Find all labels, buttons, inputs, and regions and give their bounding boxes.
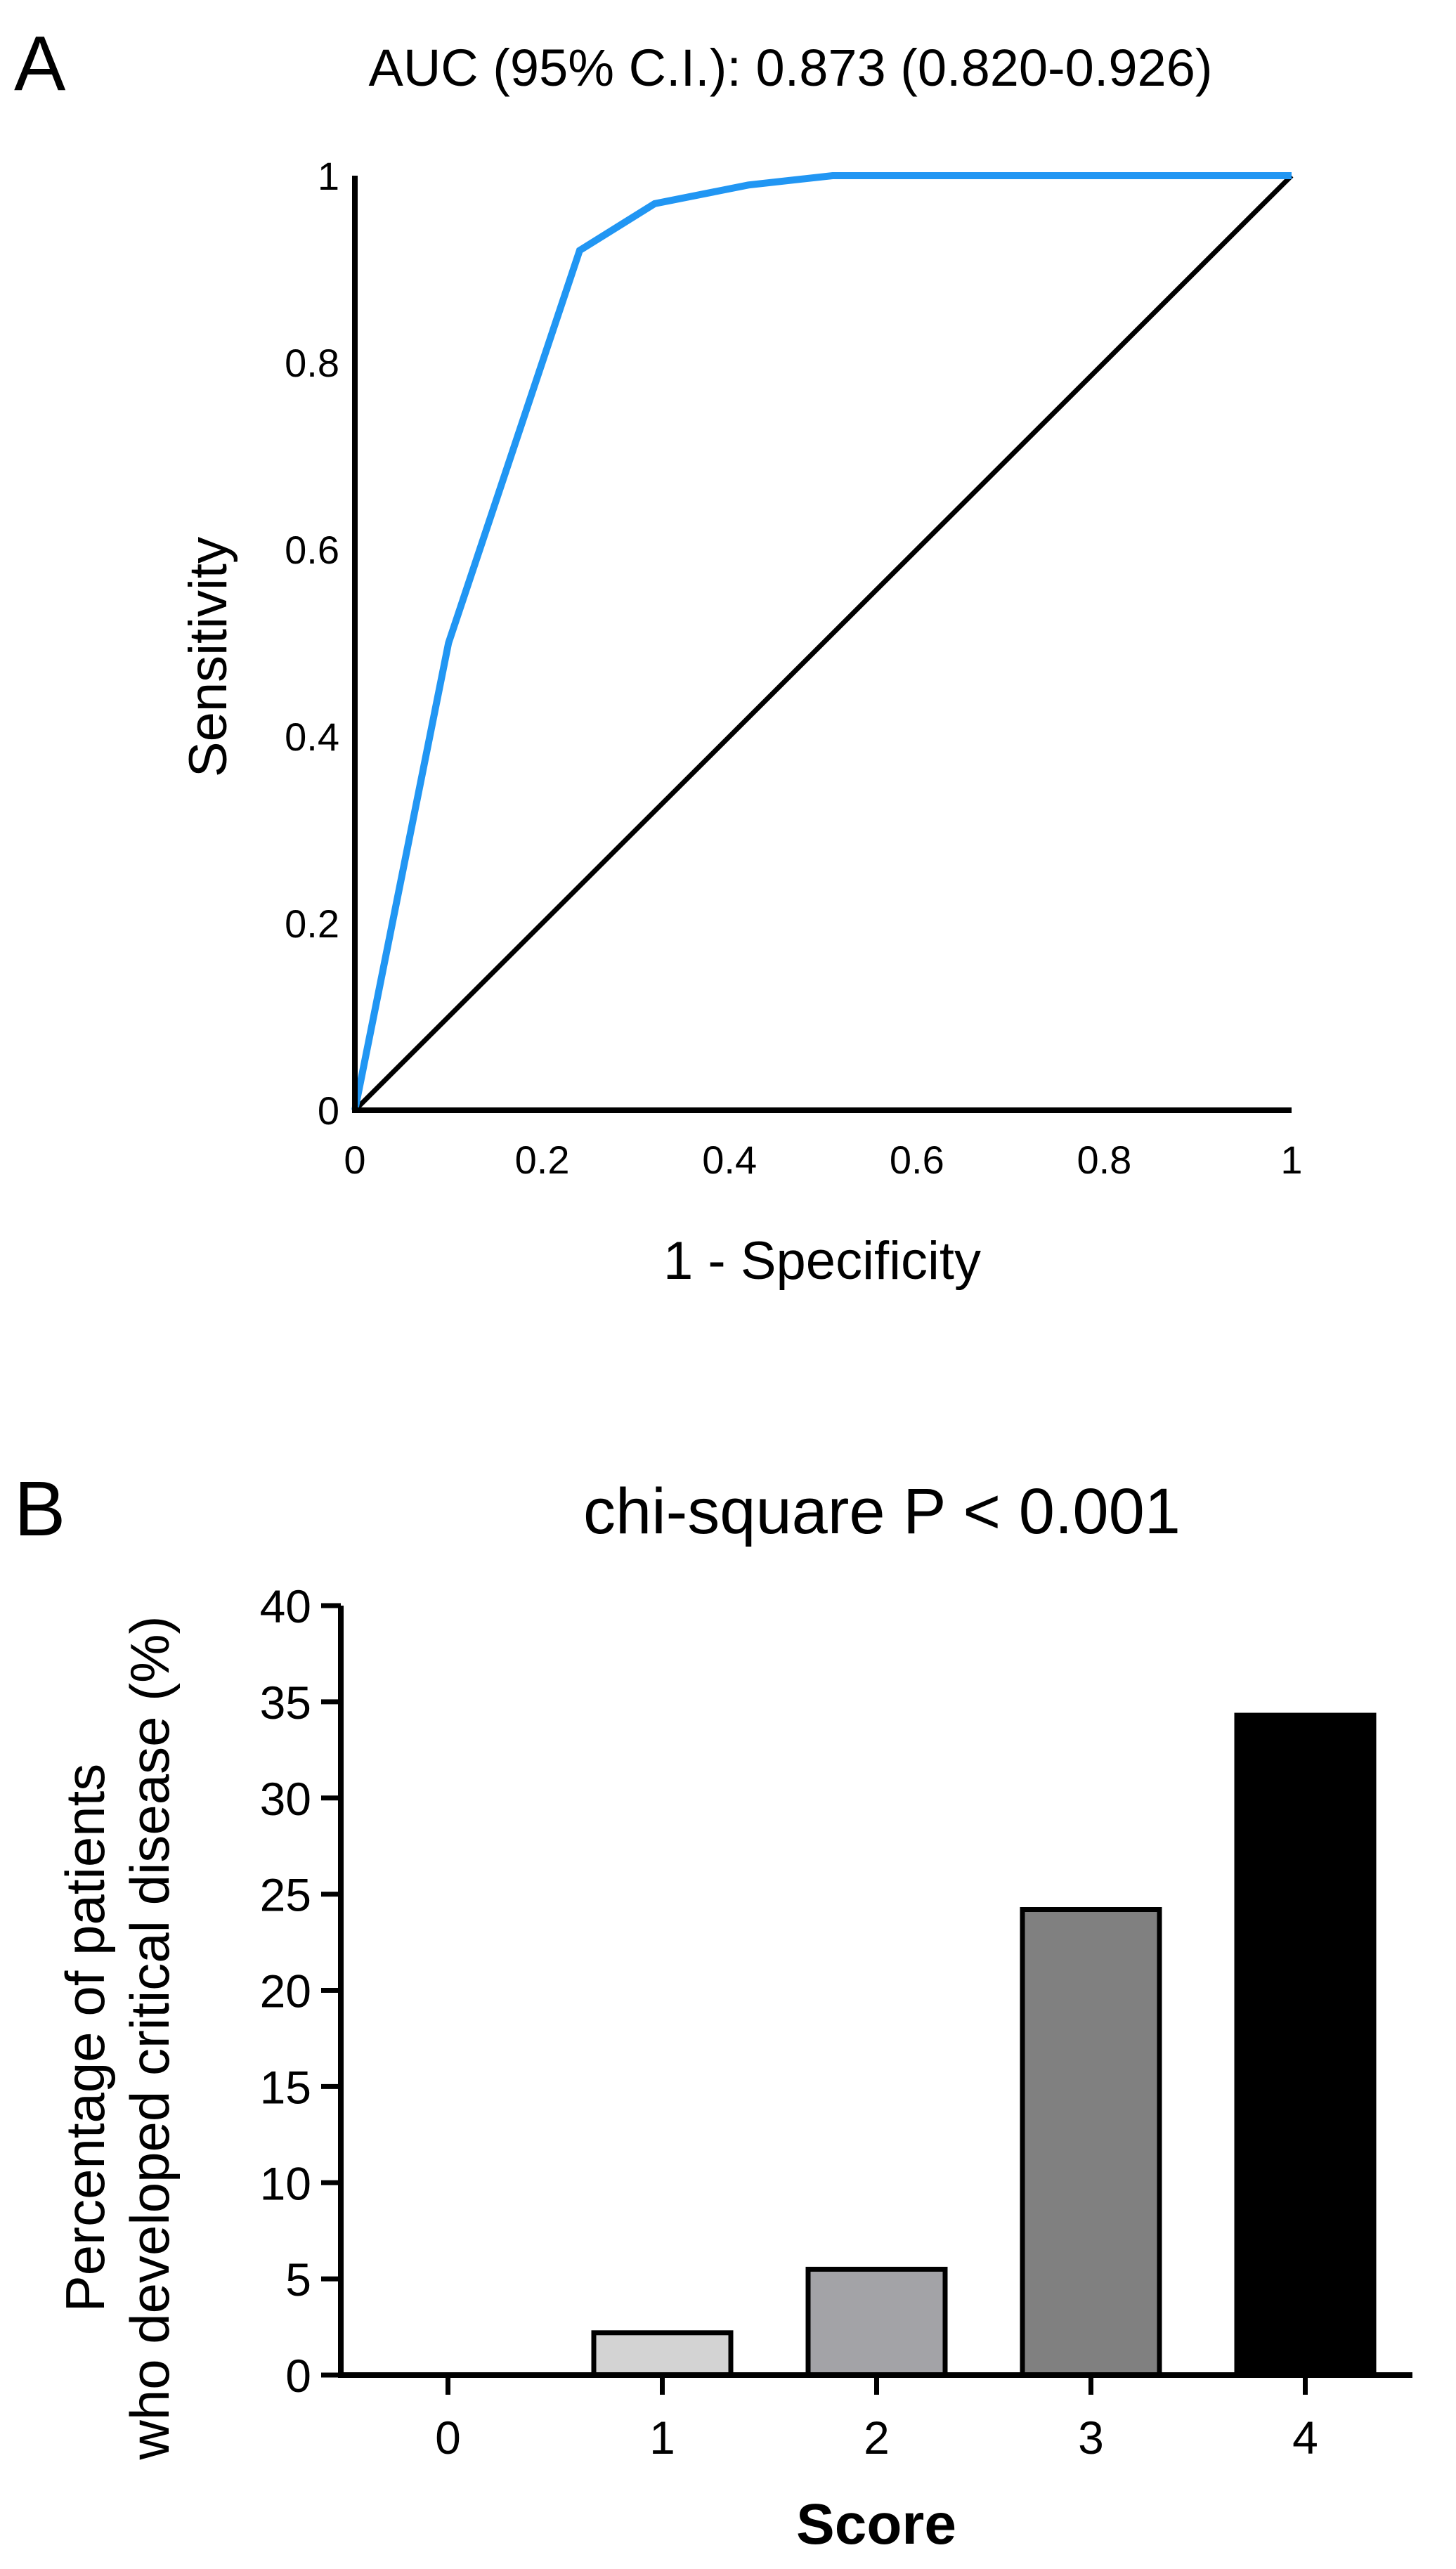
x-tick-label: 0.8	[1077, 1138, 1131, 1182]
y-tick-label: 0.8	[285, 341, 339, 385]
y-axis-ticks: 0 5 10 15 20 25 30 35 40	[260, 1580, 341, 2402]
x-tick-label: 1	[1280, 1138, 1302, 1182]
y-tick-label: 5	[285, 2253, 311, 2305]
y-tick-label: 1	[318, 154, 339, 198]
bar-score-1	[591, 2330, 734, 2378]
y-tick-label: 0	[285, 2350, 311, 2402]
y-tick-label: 0.6	[285, 528, 339, 572]
y-axis-ticks: 0 0.2 0.4 0.6 0.8 1	[285, 154, 339, 1133]
reference-diagonal	[353, 174, 1294, 1112]
y-tick-label: 0.2	[285, 902, 339, 946]
y-tick-label: 20	[260, 1965, 311, 2017]
x-tick-label: 1	[649, 2412, 675, 2464]
y-tick-label: 10	[260, 2157, 311, 2209]
y-tick-label: 35	[260, 1677, 311, 1729]
x-tick-label: 2	[864, 2412, 890, 2464]
panel-a-label: A	[14, 20, 66, 107]
y-tick-label: 0.4	[285, 715, 339, 759]
panel-b-title: chi-square P < 0.001	[583, 1476, 1181, 1547]
y-tick-label: 25	[260, 1869, 311, 1921]
bar-score-4	[1234, 1712, 1377, 2378]
x-axis-label: 1 - Specificity	[663, 1231, 981, 1291]
panel-a-title: AUC (95% C.I.): 0.873 (0.820-0.926)	[368, 39, 1212, 97]
y-axis-label: Percentage of patientswho developed crit…	[54, 1616, 181, 2461]
y-axis-label: Sensitivity	[178, 537, 238, 777]
x-tick-label: 0	[344, 1138, 365, 1182]
y-tick-label: 40	[260, 1580, 311, 1632]
x-tick-label: 3	[1078, 2412, 1104, 2464]
x-axis-ticks: 0 0.2 0.4 0.6 0.8 1	[344, 1138, 1302, 1182]
x-tick-label: 4	[1292, 2412, 1318, 2464]
x-tick-label: 0	[435, 2412, 461, 2464]
bar-plot-area	[338, 1606, 1412, 2378]
y-tick-label: 0	[318, 1088, 339, 1133]
x-tick-label: 0.4	[702, 1138, 757, 1182]
x-axis-label: Score	[796, 2492, 956, 2556]
panel-b-label: B	[14, 1466, 65, 1552]
x-tick-label: 0.6	[890, 1138, 944, 1182]
bar-score-3	[1020, 1907, 1162, 2378]
y-tick-label: 30	[260, 1773, 311, 1825]
y-tick-label: 15	[260, 2061, 311, 2113]
roc-plot-area	[351, 172, 1294, 1113]
bar-score-2	[805, 2266, 948, 2378]
roc-curve	[351, 172, 1292, 1111]
x-axis-ticks: 0 1 2 3 4	[435, 2375, 1318, 2464]
x-tick-label: 0.2	[515, 1138, 570, 1182]
panel-b: B chi-square P < 0.001 0 1 2 3 4 0 5 10 15 20 25 3…	[14, 1466, 1412, 2556]
